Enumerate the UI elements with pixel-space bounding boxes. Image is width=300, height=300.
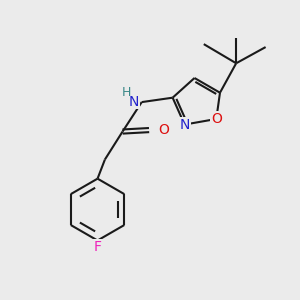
Text: H: H bbox=[122, 86, 131, 99]
Text: O: O bbox=[158, 123, 169, 137]
Text: O: O bbox=[211, 112, 222, 126]
Text: F: F bbox=[94, 240, 101, 254]
Text: N: N bbox=[179, 118, 190, 132]
Text: N: N bbox=[128, 94, 139, 109]
